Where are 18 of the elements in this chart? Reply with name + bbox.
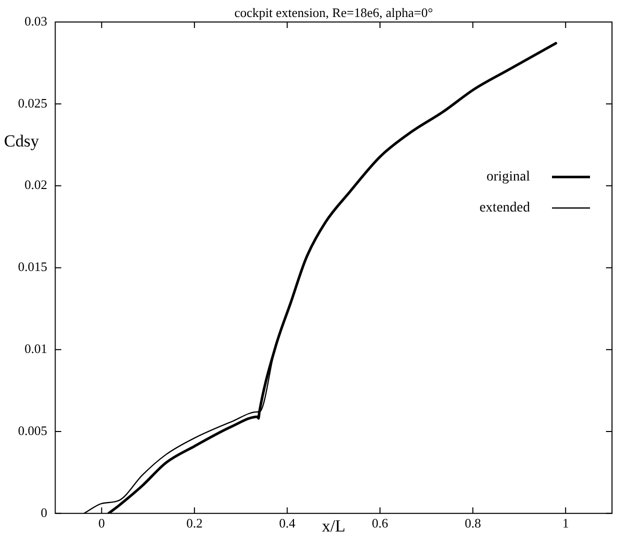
y-tick-label: 0.025 — [18, 95, 48, 110]
y-tick-label: 0 — [40, 504, 48, 520]
chart-title: cockpit extension, Re=18e6, alpha=0° — [234, 4, 433, 20]
legend-label: original — [486, 170, 530, 185]
y-tick-label: 0.02 — [24, 177, 48, 192]
x-tick-label: 0.8 — [464, 516, 481, 531]
x-tick-label: 1 — [562, 516, 569, 531]
y-tick-label: 0.01 — [24, 341, 48, 356]
y-tick-label: 0.03 — [24, 13, 48, 28]
x-axis-title: x/L — [322, 516, 346, 535]
legend-label: extended — [479, 200, 530, 216]
y-axis-title: Cdsy — [4, 131, 40, 150]
x-tick-label: 0 — [98, 516, 105, 531]
y-tick-label: 0.015 — [18, 259, 48, 274]
y-tick-label: 0.005 — [18, 422, 48, 438]
x-tick-label: 0.6 — [372, 516, 389, 531]
x-tick-label: 0.4 — [279, 516, 296, 531]
x-tick-label: 0.2 — [186, 516, 203, 531]
